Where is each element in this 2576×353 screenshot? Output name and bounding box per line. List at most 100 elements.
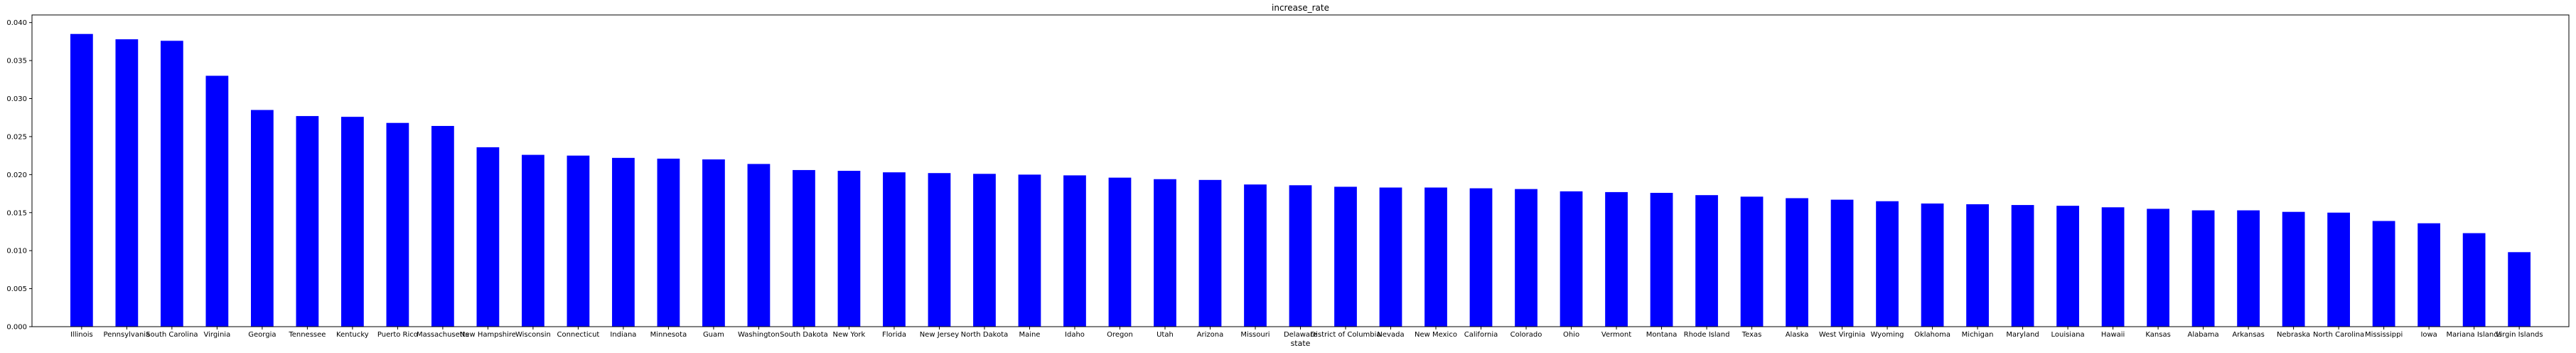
bar xyxy=(1018,174,1041,327)
x-tick-label: Oregon xyxy=(1107,331,1133,339)
x-tick-label: Michigan xyxy=(1962,331,1994,339)
bars-group xyxy=(70,33,2531,327)
y-tick-label: 0.015 xyxy=(6,209,27,217)
bar xyxy=(1063,175,1086,327)
y-tick-label: 0.025 xyxy=(6,133,27,141)
bar xyxy=(296,116,319,327)
bar xyxy=(2372,221,2395,327)
x-tick-label: Illinois xyxy=(70,331,93,339)
bar xyxy=(702,159,725,327)
bar xyxy=(793,169,815,327)
x-tick-label: Missouri xyxy=(1240,331,1270,339)
bar xyxy=(2237,210,2260,327)
y-tick-label: 0.030 xyxy=(6,95,27,103)
bar xyxy=(431,125,454,327)
x-tick-label: Georgia xyxy=(248,331,276,339)
bar xyxy=(2282,211,2305,327)
x-tick-label: Mariana Islands xyxy=(2446,331,2501,339)
bar xyxy=(1695,195,1718,327)
x-tick-label: District of Columbia xyxy=(1310,331,1380,339)
x-tick-label: Montana xyxy=(1646,331,1678,339)
x-tick-label: Alabama xyxy=(2188,331,2219,339)
bar xyxy=(2191,210,2215,327)
x-tick-label: Oklahoma xyxy=(1914,331,1950,339)
bar xyxy=(973,174,996,327)
bar xyxy=(567,155,590,327)
x-tick-label: Kentucky xyxy=(336,331,369,339)
x-tick-label: Tennessee xyxy=(288,331,326,339)
x-tick-label: Colorado xyxy=(1510,331,1542,339)
bar xyxy=(1515,189,1537,327)
y-tick-label: 0.040 xyxy=(6,19,27,27)
bar xyxy=(160,41,183,327)
bar xyxy=(1650,192,1673,327)
x-tick-label: Louisiana xyxy=(2051,331,2084,339)
x-tick-label: Pennsylvania xyxy=(104,331,151,339)
bar xyxy=(883,172,906,327)
bar xyxy=(1379,187,1402,327)
x-tick-label: Puerto Rico xyxy=(377,331,418,339)
bar xyxy=(2056,206,2079,327)
bar xyxy=(1740,196,1764,327)
bar xyxy=(1289,185,1312,327)
bar xyxy=(251,110,274,327)
x-tick-label: New Hampshire xyxy=(460,331,516,339)
bar xyxy=(612,157,635,327)
bar xyxy=(1830,199,1854,327)
x-tick-label: Arkansas xyxy=(2232,331,2265,339)
bar xyxy=(1966,204,1989,327)
x-tick-label: North Dakota xyxy=(961,331,1009,339)
bar xyxy=(928,173,951,327)
x-tick-label: Virginia xyxy=(204,331,231,339)
y-tick-label: 0.010 xyxy=(6,248,27,255)
bar xyxy=(1921,203,1944,327)
x-tick-label: Idaho xyxy=(1065,331,1085,339)
bar xyxy=(2147,209,2169,327)
bar xyxy=(1605,191,1628,327)
x-tick-label: Indiana xyxy=(610,331,636,339)
bar xyxy=(2101,207,2125,327)
bar xyxy=(205,75,229,327)
x-tick-label: Ohio xyxy=(1563,331,1579,339)
x-tick-label: South Carolina xyxy=(146,331,198,339)
x-tick-label: Kansas xyxy=(2145,331,2170,339)
x-tick-label: Vermont xyxy=(1601,331,1631,339)
bar xyxy=(2417,223,2441,327)
bar xyxy=(70,33,93,327)
bar xyxy=(1198,179,1222,327)
x-tick-label: Alaska xyxy=(1786,331,1809,339)
x-tick-label: Nebraska xyxy=(2277,331,2310,339)
bar xyxy=(1154,179,1176,327)
x-tick-label: Minnesota xyxy=(650,331,687,339)
x-tick-label: Rhode Island xyxy=(1684,331,1730,339)
x-tick-label: New Jersey xyxy=(920,331,960,339)
bar xyxy=(115,39,139,327)
x-tick-label: Mississippi xyxy=(2365,331,2403,339)
x-tick-label: Maine xyxy=(1019,331,1040,339)
bar xyxy=(1244,184,1267,327)
y-tick-label: 0.020 xyxy=(6,172,27,179)
bar xyxy=(1108,177,1132,327)
x-tick-label: Delaware xyxy=(1284,331,1317,339)
bar xyxy=(2462,233,2486,327)
bar xyxy=(1469,188,1493,327)
x-tick-label: North Carolina xyxy=(2313,331,2364,339)
bar xyxy=(2011,205,2034,327)
y-tick-label: 0.035 xyxy=(6,58,27,65)
x-tick-label: Utah xyxy=(1156,331,1174,339)
x-tick-label: Guam xyxy=(703,331,724,339)
x-tick-label: Maryland xyxy=(2006,331,2039,339)
bar xyxy=(1560,191,1583,327)
x-tick-label: West Virginia xyxy=(1819,331,1865,339)
y-tick-label: 0.005 xyxy=(6,285,27,293)
x-tick-label: Connecticut xyxy=(557,331,599,339)
x-tick-label: Florida xyxy=(882,331,906,339)
y-tick-label: 0.000 xyxy=(6,324,27,332)
x-axis-title: state xyxy=(1291,339,1311,348)
bar xyxy=(657,158,680,327)
bar xyxy=(747,164,771,327)
bar xyxy=(2508,252,2531,327)
bar xyxy=(476,147,500,327)
x-tick-label: New Mexico xyxy=(1415,331,1457,339)
